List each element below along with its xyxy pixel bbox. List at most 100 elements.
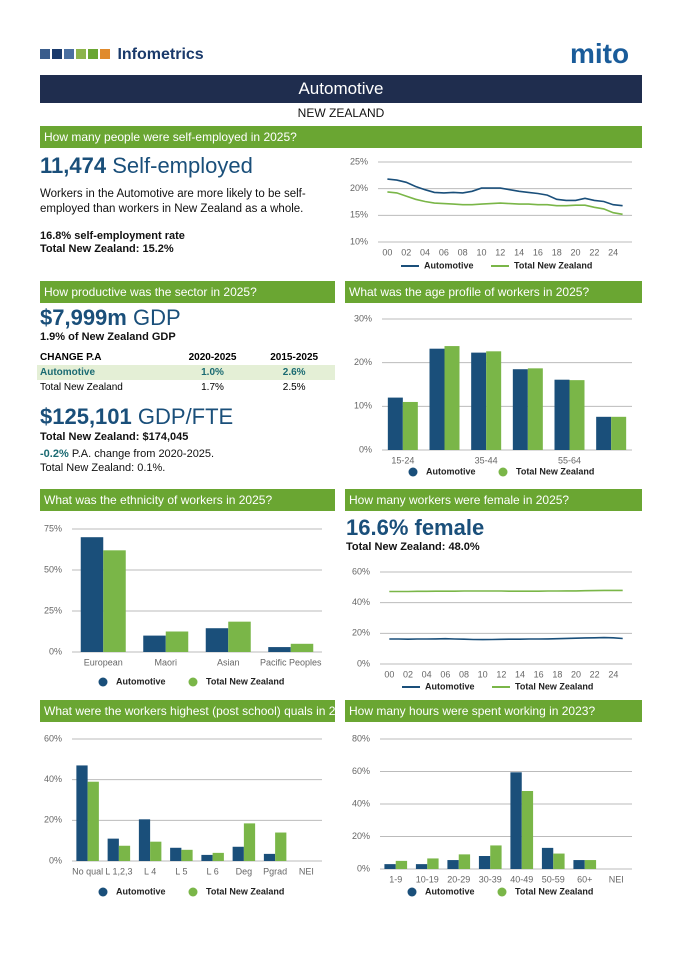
x-tick-label: 00 <box>384 669 394 679</box>
change-table: CHANGE P.A 2020-2025 2015-2025 Automotive 1… <box>37 350 335 395</box>
bar <box>170 847 182 861</box>
cell: 2015-2025 <box>270 352 319 363</box>
legend-label: Automotive <box>424 260 474 270</box>
x-tick-label: 12 <box>495 247 505 257</box>
x-tick-label: Deg <box>236 866 253 876</box>
bar <box>181 849 193 861</box>
x-tick-label: Pgrad <box>263 866 287 876</box>
y-tick-label: 30% <box>354 313 372 323</box>
bar <box>212 852 224 861</box>
y-tick-label: 25% <box>350 156 368 166</box>
x-tick-label: 16 <box>534 669 544 679</box>
x-tick-label: 12 <box>496 669 506 679</box>
x-tick-label: No qual <box>72 866 103 876</box>
y-tick-label: 0% <box>357 863 370 873</box>
x-tick-label: 14 <box>514 247 524 257</box>
rate: 16.8% self-employment rate <box>40 230 185 242</box>
female-total: Total New Zealand: 48.0% <box>346 541 480 553</box>
cell: Total New Zealand <box>40 382 123 393</box>
figure: $7,999m <box>40 305 127 330</box>
total: Total New Zealand: 15.2% <box>40 243 174 255</box>
y-tick-label: 75% <box>44 523 62 533</box>
bar <box>427 858 439 869</box>
bar <box>415 864 428 869</box>
x-tick-label: 16 <box>533 247 543 257</box>
bar <box>387 397 403 450</box>
bar <box>275 832 287 861</box>
self-employed-figure: 11,474 Self-employed <box>40 153 253 179</box>
x-tick-label: Pacific Peoples <box>260 657 322 667</box>
bar <box>228 621 251 652</box>
y-tick-label: 25% <box>44 605 62 615</box>
bar <box>103 550 126 652</box>
x-tick-label: NEI <box>609 874 624 884</box>
bar <box>490 845 502 869</box>
table-header: CHANGE P.A 2020-2025 2015-2025 <box>37 350 335 365</box>
y-tick-label: 0% <box>359 444 372 454</box>
figure: 11,474 <box>40 153 107 178</box>
line <box>389 589 623 593</box>
cell: 1.7% <box>201 382 224 393</box>
y-tick-label: 80% <box>352 733 370 743</box>
bar <box>596 416 612 450</box>
x-tick-label: L 4 <box>144 866 156 876</box>
y-tick-label: 20% <box>352 831 370 841</box>
bar <box>512 369 528 450</box>
x-tick-label: L 1,2,3 <box>105 866 132 876</box>
x-tick-label: 06 <box>439 247 449 257</box>
region: NEW ZEALAND <box>297 106 385 120</box>
legend-marker <box>407 887 417 897</box>
bar <box>263 853 276 861</box>
legend-label: Automotive <box>116 676 166 686</box>
section-heading: What was the age profile of workers in 2… <box>345 281 642 303</box>
x-tick-label: 18 <box>552 669 562 679</box>
legend-marker <box>188 887 198 897</box>
x-tick-label: 50-59 <box>542 874 565 884</box>
figure-label: Self-employed <box>112 153 253 178</box>
legend-marker <box>497 887 507 897</box>
x-tick-label: 20-29 <box>447 874 470 884</box>
bar <box>384 864 396 869</box>
section-heading: How many workers were female in 2025? <box>345 489 642 511</box>
x-tick-label: NEI <box>299 866 314 876</box>
x-tick-label: Asian <box>217 657 240 667</box>
bar <box>205 628 229 652</box>
legend-label: Total New Zealand <box>515 681 593 691</box>
section-heading: What were the workers highest (post scho… <box>40 700 335 722</box>
bar <box>573 860 585 869</box>
cell: 2.6% <box>282 367 306 378</box>
change-value: -0.2% <box>40 448 69 460</box>
y-tick-label: 60% <box>352 566 370 576</box>
bar <box>150 841 162 861</box>
x-tick-label: 14 <box>515 669 525 679</box>
x-tick-label: 10-19 <box>416 874 439 884</box>
x-tick-label: 18 <box>552 247 562 257</box>
change-total: Total New Zealand: 0.1%. <box>40 462 166 474</box>
bar <box>143 635 166 652</box>
legend-marker <box>98 887 108 897</box>
x-tick-label: 40-49 <box>510 874 533 884</box>
x-tick-label: European <box>84 657 123 667</box>
y-tick-label: 40% <box>352 597 370 607</box>
bar <box>268 647 291 652</box>
figure: $125,101 <box>40 404 132 429</box>
bar <box>429 348 445 450</box>
cell: 1.0% <box>201 367 224 378</box>
legend-marker <box>498 467 508 477</box>
y-tick-label: 20% <box>350 183 368 193</box>
y-tick-label: 20% <box>44 815 62 825</box>
gdp-figure: $7,999m GDP <box>40 305 181 331</box>
x-tick-label: 08 <box>459 669 469 679</box>
x-tick-label: 04 <box>422 669 432 679</box>
page-title: Automotive <box>40 75 642 103</box>
bar <box>471 352 487 450</box>
figure-label: GDP/FTE <box>137 404 234 429</box>
section-heading: How many hours were spent working in 202… <box>345 700 642 722</box>
x-tick-label: 20 <box>571 669 581 679</box>
legend-label: Total New Zealand <box>206 676 284 686</box>
x-tick-label: 22 <box>589 247 599 257</box>
legend-label: Total New Zealand <box>206 886 284 896</box>
legend-label: Total New Zealand <box>514 260 592 270</box>
legend-marker <box>188 677 198 687</box>
brand: Infometrics <box>117 46 204 63</box>
